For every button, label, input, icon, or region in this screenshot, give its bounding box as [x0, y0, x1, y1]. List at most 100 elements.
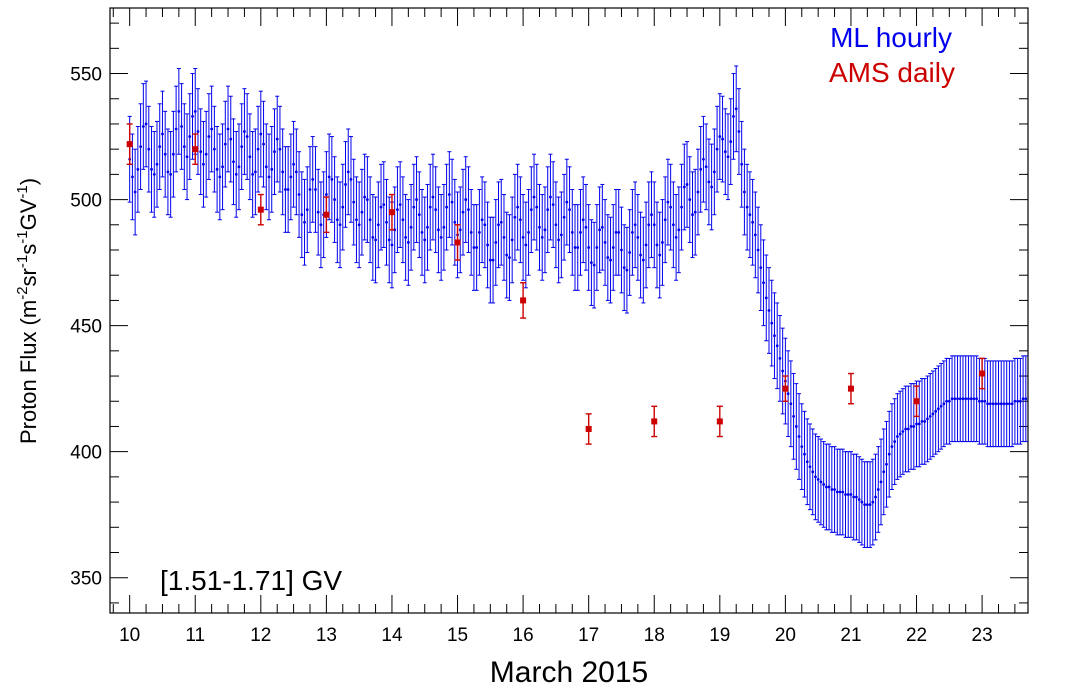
- ml-hourly-marker: [360, 210, 364, 214]
- ml-hourly-point: [917, 380, 922, 468]
- ml-hourly-marker: [158, 145, 162, 149]
- ml-hourly-marker: [846, 493, 850, 496]
- ml-hourly-point: [706, 138, 711, 226]
- ml-hourly-point: [985, 360, 990, 448]
- ams-daily-point: [520, 282, 527, 319]
- ml-hourly-point: [234, 131, 239, 218]
- ml-hourly-marker: [737, 130, 741, 133]
- ml-hourly-point: [157, 103, 162, 190]
- ml-hourly-marker: [584, 225, 588, 229]
- ml-hourly-point: [605, 214, 610, 301]
- ml-hourly-point: [398, 161, 403, 248]
- ml-hourly-point: [228, 95, 233, 183]
- ml-hourly-point: [876, 446, 881, 533]
- ml-hourly-marker: [516, 205, 520, 209]
- ml-hourly-marker: [781, 369, 785, 373]
- ml-hourly-marker: [161, 132, 164, 136]
- ml-hourly-marker: [865, 503, 869, 507]
- ml-hourly-marker: [540, 235, 544, 239]
- x-tick-label: 17: [578, 625, 599, 646]
- ml-hourly-marker: [437, 228, 440, 232]
- ml-hourly-point: [428, 163, 433, 251]
- ml-hourly-marker: [316, 210, 320, 214]
- ml-hourly-point: [501, 194, 506, 281]
- ml-hourly-marker: [1002, 402, 1006, 406]
- ml-hourly-marker: [319, 223, 323, 227]
- ml-hourly-point: [231, 118, 236, 206]
- ml-hourly-marker: [691, 213, 694, 217]
- ml-hourly-marker: [975, 397, 979, 401]
- ml-hourly-marker: [136, 167, 140, 171]
- ml-hourly-marker: [341, 205, 345, 209]
- ml-hourly-point: [149, 125, 154, 213]
- ml-hourly-point: [827, 443, 832, 531]
- ml-hourly-point: [600, 183, 605, 271]
- ml-hourly-marker: [166, 170, 170, 174]
- ml-hourly-point: [206, 93, 211, 180]
- ml-hourly-marker: [248, 155, 252, 159]
- ml-hourly-point: [450, 158, 455, 246]
- ml-hourly-marker: [150, 167, 153, 171]
- ml-hourly-point: [551, 161, 556, 248]
- ml-hourly-marker: [609, 258, 612, 262]
- ams-daily-point: [454, 224, 461, 261]
- ml-hourly-marker: [390, 243, 394, 247]
- ml-hourly-marker: [603, 241, 607, 244]
- ml-hourly-marker: [595, 246, 599, 249]
- ml-hourly-marker: [300, 213, 304, 217]
- ml-hourly-marker: [844, 493, 847, 496]
- ml-hourly-marker: [521, 235, 525, 239]
- ml-hourly-point: [294, 128, 299, 216]
- ml-hourly-marker: [308, 188, 312, 191]
- ml-hourly-point: [644, 201, 649, 289]
- ml-hourly-marker: [169, 172, 173, 176]
- ml-hourly-marker: [630, 230, 634, 234]
- ml-hourly-point: [668, 163, 673, 251]
- ml-hourly-marker: [475, 246, 479, 249]
- ml-hourly-marker: [532, 195, 536, 199]
- ml-hourly-point: [592, 221, 597, 309]
- ml-hourly-marker: [805, 460, 809, 464]
- ml-hourly-point: [373, 196, 378, 284]
- ml-hourly-marker: [404, 235, 408, 239]
- ml-hourly-marker: [344, 183, 347, 186]
- ml-hourly-point: [892, 398, 897, 485]
- ml-hourly-marker: [710, 185, 714, 189]
- ml-hourly-marker: [185, 155, 189, 159]
- ml-hourly-point: [999, 360, 1004, 448]
- ml-hourly-point: [176, 68, 181, 155]
- ml-hourly-marker: [893, 440, 897, 443]
- ml-hourly-point: [1023, 355, 1028, 443]
- ml-hourly-point: [756, 206, 761, 294]
- y-axis-title-suffix: ): [16, 178, 41, 185]
- ml-hourly-point: [425, 183, 430, 271]
- ml-hourly-marker: [885, 462, 888, 466]
- ml-hourly-point: [335, 176, 340, 264]
- ml-hourly-point: [346, 128, 351, 216]
- ml-hourly-marker: [281, 170, 285, 174]
- ml-hourly-marker: [270, 167, 274, 171]
- ml-hourly-point: [794, 383, 799, 470]
- ml-hourly-point: [313, 146, 318, 233]
- ams-daily-point: [323, 196, 330, 234]
- ml-hourly-point: [627, 209, 632, 296]
- ml-hourly-point: [726, 113, 731, 201]
- ml-hourly-point: [663, 176, 668, 264]
- ml-hourly-marker: [349, 178, 353, 181]
- y-tick-label: 550: [70, 65, 102, 86]
- ml-hourly-marker: [980, 399, 984, 403]
- ml-hourly-point: [887, 410, 892, 498]
- ml-hourly-point: [332, 156, 337, 243]
- y-tick-label: 400: [70, 443, 102, 464]
- ml-hourly-marker: [579, 230, 582, 234]
- ml-hourly-marker: [803, 452, 806, 456]
- ml-hourly-marker: [218, 175, 222, 179]
- ml-hourly-marker: [524, 243, 528, 247]
- ams-daily-marker: [585, 425, 592, 432]
- ml-hourly-point: [750, 178, 755, 266]
- ml-hourly-marker: [991, 402, 995, 406]
- ml-hourly-marker: [827, 485, 831, 489]
- ml-hourly-marker: [956, 397, 959, 401]
- ml-hourly-point: [496, 181, 501, 269]
- ml-hourly-point: [542, 186, 547, 274]
